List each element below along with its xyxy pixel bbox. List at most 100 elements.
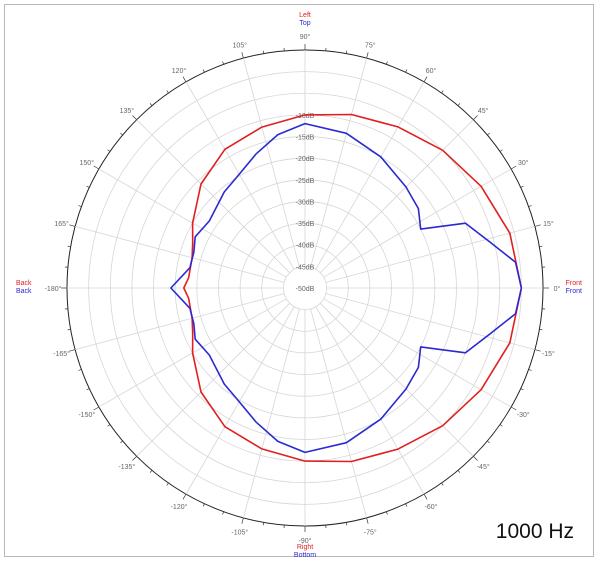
grid-spoke [320, 303, 474, 457]
angle-tick-label: 0° [554, 285, 561, 293]
grid-spoke [325, 293, 535, 350]
outer-tick-mark [241, 52, 244, 59]
outer-tick-mark [423, 493, 428, 500]
outer-tick-mark [499, 424, 503, 427]
angle-tick-label: 75° [365, 42, 376, 50]
angle-tick-label: -165° [53, 350, 70, 358]
outer-tick-mark [69, 224, 76, 227]
angle-tick-label: 150° [80, 159, 95, 167]
outer-tick-mark [473, 456, 478, 461]
frequency-label: 1000 Hz [495, 520, 574, 543]
radial-tick-label: -40dB [296, 243, 315, 250]
angle-tick-label: -150° [78, 411, 95, 419]
chart-frame [4, 4, 594, 557]
radial-tick-label: -45dB [296, 264, 315, 271]
outer-tick-mark [539, 245, 543, 248]
grid-spoke [243, 308, 300, 518]
series-line-red [183, 113, 523, 463]
outer-tick-mark [182, 493, 187, 500]
outer-tick-mark [107, 149, 111, 152]
outer-tick-mark [202, 503, 205, 507]
outer-tick-mark [222, 61, 224, 65]
radial-tick-label: -35dB [296, 221, 315, 228]
outer-tick-mark [539, 328, 543, 331]
outer-tick-mark [262, 50, 265, 54]
outer-tick-mark [262, 522, 265, 526]
grid-spoke [310, 58, 367, 268]
grid-spoke [75, 226, 285, 283]
angle-tick-label: -45° [477, 463, 490, 471]
angle-tick-label: -120° [171, 503, 188, 511]
top-red-label: Left [299, 12, 311, 19]
outer-tick-mark [520, 185, 524, 188]
grid-spoke [315, 81, 425, 270]
grid-spoke [325, 226, 535, 283]
outer-tick-mark [528, 205, 532, 207]
outer-tick-mark [520, 388, 524, 391]
right-blue-label: Front [566, 288, 582, 295]
outer-tick-mark [473, 115, 478, 120]
outer-tick-mark [487, 132, 490, 136]
angle-tick-labels: 90° 75° 60° 45° 30° 15° 0° -15° -30° -45° -60° -75°… [45, 33, 561, 545]
grid-spoke [315, 306, 425, 495]
grid-spoke [323, 298, 512, 408]
outer-tick-mark [202, 69, 205, 73]
outer-tick-mark [534, 349, 541, 352]
angle-tick-label: -15° [542, 350, 555, 358]
left-red-label: Back [16, 280, 32, 287]
outer-tick-mark [120, 440, 123, 444]
grid-spoke [136, 119, 290, 273]
outer-tick-mark [528, 369, 532, 371]
angle-tick-label: 120° [172, 67, 187, 75]
series-lines [170, 113, 523, 463]
grid-spoke [323, 168, 512, 278]
outer-tick-mark [487, 440, 490, 444]
outer-tick-mark [457, 470, 461, 473]
outer-tick-mark [405, 69, 408, 73]
bottom-blue-label: Bottom [294, 552, 316, 559]
angle-tick-label: 60° [426, 67, 437, 75]
outer-tick-mark [93, 406, 100, 411]
angle-tick-label: 45° [478, 107, 489, 115]
outer-tick-mark [132, 115, 137, 120]
outer-tick-mark [67, 328, 71, 331]
radial-tick-label: -15dB [296, 135, 315, 142]
outer-tick-mark [534, 224, 541, 227]
angle-tick-label: -135° [118, 463, 135, 471]
outer-tick-mark [166, 482, 169, 486]
outer-tick-mark [441, 482, 444, 486]
angle-tick-label: -60° [425, 503, 438, 511]
outer-tick-mark [149, 103, 153, 106]
angle-tick-label: 165° [54, 220, 69, 228]
angle-tick-label: -180° [45, 285, 62, 293]
outer-tick-mark [386, 511, 388, 515]
outer-tick-mark [149, 470, 153, 473]
radial-labels: -10dB -15dB -20dB -25dB -30dB -35dB -40dB -45dB… [296, 113, 315, 293]
outer-tick-mark [107, 424, 111, 427]
grid-spoke [75, 293, 285, 350]
top-blue-label: Top [299, 20, 310, 27]
angle-tick-label: -105° [231, 528, 248, 536]
outer-tick-mark [366, 52, 369, 59]
left-blue-label: Back [16, 288, 32, 295]
angle-tick-label: 30° [518, 159, 529, 167]
outer-tick-mark [166, 90, 169, 94]
outer-tick-mark [366, 517, 369, 524]
angle-tick-label: -30° [517, 411, 530, 419]
radial-tick-label: -30dB [296, 199, 315, 206]
outer-tick-mark [510, 165, 517, 170]
outer-tick-mark [78, 205, 82, 207]
outer-tick-mark [222, 511, 224, 515]
grid-spoke [243, 58, 300, 268]
outer-tick-mark [182, 76, 187, 83]
outer-tick-mark [510, 406, 517, 411]
outer-tick-mark [441, 90, 444, 94]
direction-labels: Left Top Right Bottom Back Back Front Fr… [16, 12, 582, 559]
right-red-label: Front [566, 280, 582, 287]
outer-tick-mark [423, 76, 428, 83]
bottom-red-label: Right [297, 544, 313, 551]
outer-tick-mark [78, 369, 82, 371]
outer-tick-mark [241, 517, 244, 524]
outer-tick-mark [132, 456, 137, 461]
